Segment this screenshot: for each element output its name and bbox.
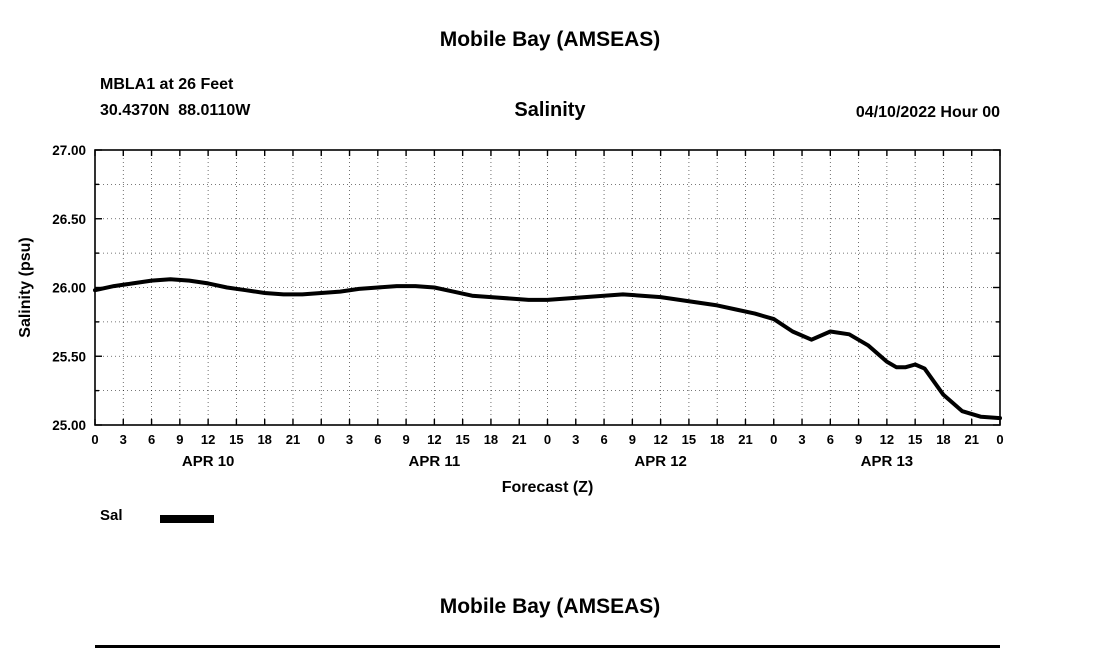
x-tick-label: 18 <box>484 432 498 447</box>
station-depth-label: MBLA1 at 26 Feet <box>100 76 234 93</box>
x-tick-label: 3 <box>120 432 127 447</box>
x-tick-label: 6 <box>148 432 155 447</box>
x-tick-label: 6 <box>827 432 834 447</box>
x-tick-label: 0 <box>996 432 1003 447</box>
y-tick-label: 25.50 <box>52 349 86 364</box>
x-tick-label: 9 <box>176 432 183 447</box>
x-tick-label: 21 <box>964 432 978 447</box>
x-tick-label: 18 <box>257 432 271 447</box>
next-chart-top-border <box>95 645 1000 648</box>
y-tick-label: 25.00 <box>52 418 86 433</box>
x-tick-label: 6 <box>600 432 607 447</box>
day-label: APR 13 <box>861 453 914 470</box>
x-tick-label: 12 <box>880 432 894 447</box>
x-tick-label: 12 <box>201 432 215 447</box>
x-tick-label: 18 <box>710 432 724 447</box>
x-tick-label: 9 <box>402 432 409 447</box>
y-tick-label: 27.00 <box>52 143 86 158</box>
model-run-label: 04/10/2022 Hour 00 <box>855 104 1000 121</box>
y-tick-label: 26.00 <box>52 281 86 296</box>
x-tick-label: 18 <box>936 432 950 447</box>
day-label: APR 10 <box>182 453 235 470</box>
x-tick-label: 0 <box>318 432 325 447</box>
chart-title: Mobile Bay (AMSEAS) <box>439 28 661 51</box>
day-label: APR 11 <box>409 453 461 470</box>
x-tick-label: 15 <box>908 432 922 447</box>
series-line-sal <box>93 277 1002 421</box>
x-tick-label: 12 <box>653 432 667 447</box>
x-axis-label: Forecast (Z) <box>502 479 594 496</box>
x-tick-label: 9 <box>629 432 636 447</box>
x-tick-label: 0 <box>544 432 551 447</box>
x-tick-label: 21 <box>286 432 300 447</box>
x-tick-label: 6 <box>374 432 381 447</box>
variable-title: Salinity <box>514 99 586 121</box>
station-coordinates: 30.4370N 88.0110W <box>100 102 251 119</box>
legend-label: Sal <box>100 507 123 524</box>
y-tick-label: 26.50 <box>52 212 86 227</box>
salinity-line-chart: 0 3 6 9 12 15 18 21 0 3 6 9 12 15 18 21 0 3 6 9 12 15 18 21 0 3 6 9… <box>17 143 1004 496</box>
x-tick-label: 21 <box>738 432 752 447</box>
x-tick-label: 0 <box>91 432 98 447</box>
x-tick-label: 15 <box>682 432 696 447</box>
x-tick-label: 3 <box>572 432 579 447</box>
x-tick-label: 3 <box>346 432 353 447</box>
plot-frame <box>94 149 1001 426</box>
x-tick-label: 21 <box>512 432 526 447</box>
x-tick-label: 0 <box>770 432 777 447</box>
x-tick-label: 9 <box>855 432 862 447</box>
legend-line-swatch <box>160 515 214 523</box>
day-label: APR 12 <box>634 453 687 470</box>
x-tick-label: 12 <box>427 432 441 447</box>
x-tick-label: 3 <box>798 432 805 447</box>
x-tick-label: 15 <box>455 432 469 447</box>
y-axis-label: Salinity (psu) <box>17 237 34 337</box>
x-tick-label: 15 <box>229 432 243 447</box>
next-chart-title: Mobile Bay (AMSEAS) <box>439 595 661 618</box>
